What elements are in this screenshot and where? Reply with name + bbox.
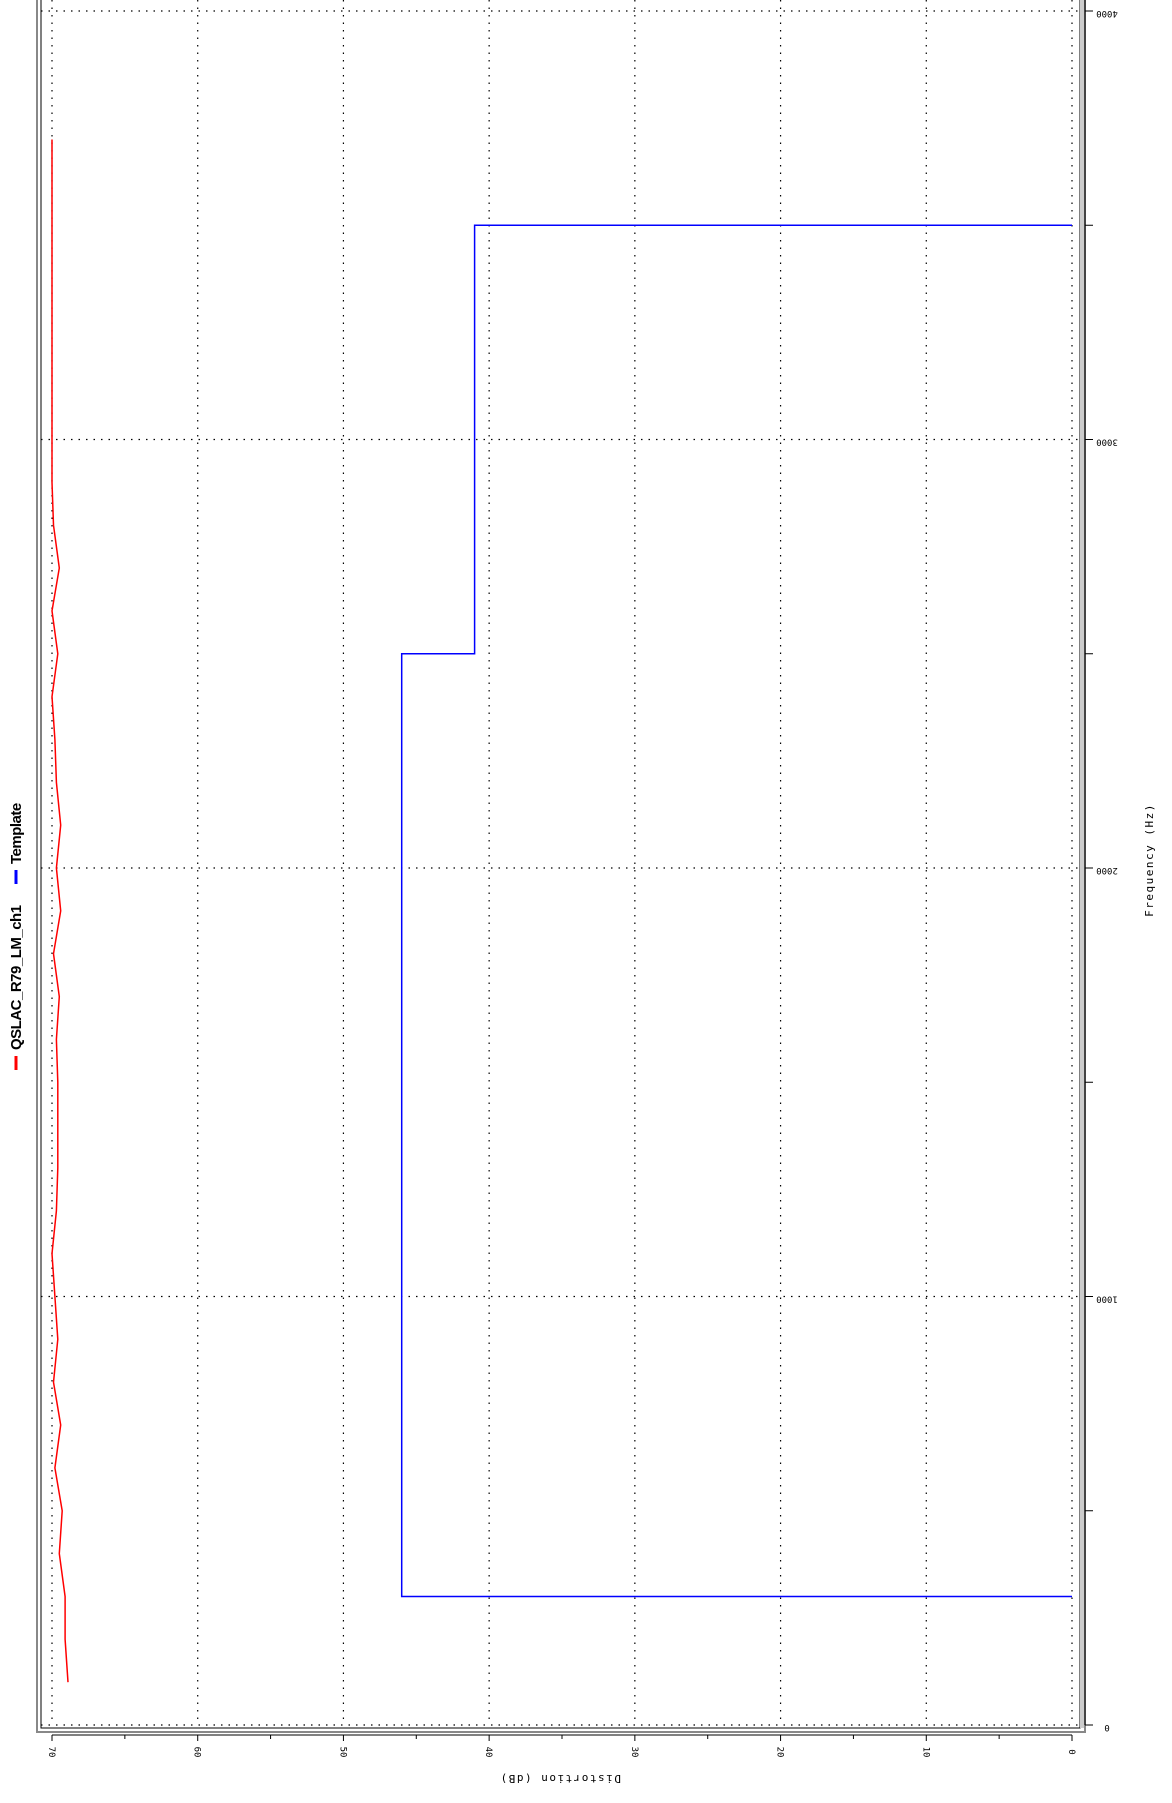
tick-label-distortion: 70 (46, 1747, 56, 1758)
legend-label-qslac: QSLAC_R79_LM_ch1 (8, 905, 25, 1050)
tick-label-distortion: 20 (775, 1747, 785, 1758)
tick-label-distortion: 60 (192, 1747, 202, 1758)
tick-label-distortion: 0 (1066, 1749, 1076, 1754)
plot-frame-shadow (1080, 0, 1084, 1728)
tick-label-frequency: 1000 (1096, 1294, 1118, 1304)
tick-label-distortion: 50 (337, 1747, 347, 1758)
tick-label-distortion: 40 (483, 1747, 493, 1758)
plot-frame-inner (40, 0, 1081, 1729)
axis-ticks: 0 10 20 30 40 50 60 70 0 1000 2000 3000 4000 (46, 8, 1118, 1757)
series-line-template (400, 224, 1072, 1598)
tick-label-distortion: 30 (629, 1747, 639, 1758)
y-axis-title: Distortion (dB) (499, 1772, 621, 1785)
series-line-qslac (51, 139, 69, 1683)
legend: QSLAC_R79_LM_ch1 Template (8, 803, 25, 1070)
legend-label-template: Template (8, 803, 25, 864)
tick-label-frequency: 4000 (1096, 8, 1118, 18)
plot-frame-outer (36, 0, 1086, 1733)
tick-label-frequency: 0 (1104, 1722, 1109, 1732)
series (51, 139, 1072, 1683)
tick-label-frequency: 3000 (1096, 437, 1118, 447)
tick-label-distortion: 10 (920, 1747, 930, 1758)
grid (41, 0, 1080, 1726)
tick-label-frequency: 2000 (1096, 865, 1118, 875)
x-axis-title: Frequency (Hz) (1143, 803, 1156, 917)
